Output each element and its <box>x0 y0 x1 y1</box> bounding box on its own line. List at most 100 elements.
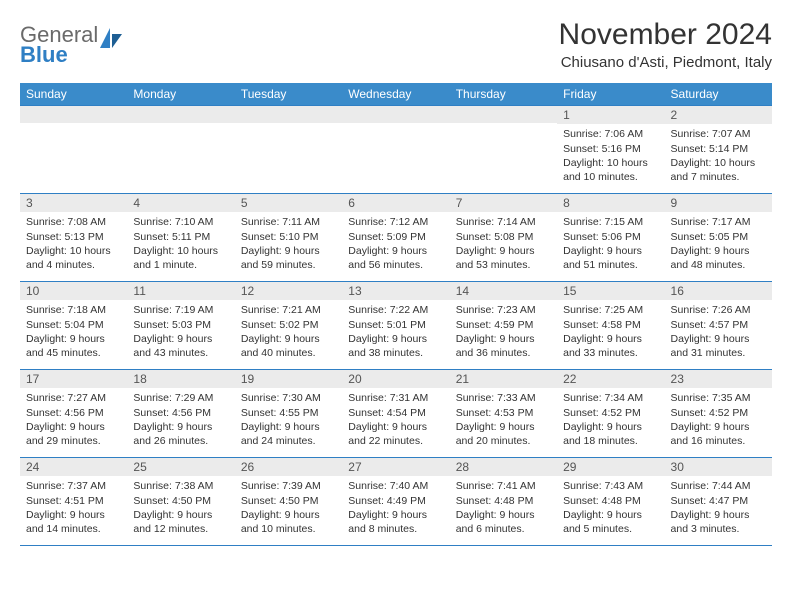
sunset: Sunset: 4:47 PM <box>671 494 766 508</box>
day-number: 11 <box>127 282 234 300</box>
daylight: Daylight: 9 hours and 20 minutes. <box>456 420 551 448</box>
day-data: Sunrise: 7:22 AMSunset: 5:01 PMDaylight:… <box>342 300 449 363</box>
sunrise: Sunrise: 7:06 AM <box>563 127 658 141</box>
calendar-day-cell: 18Sunrise: 7:29 AMSunset: 4:56 PMDayligh… <box>127 370 234 458</box>
day-number: 25 <box>127 458 234 476</box>
calendar-day-cell: 23Sunrise: 7:35 AMSunset: 4:52 PMDayligh… <box>665 370 772 458</box>
day-data: Sunrise: 7:27 AMSunset: 4:56 PMDaylight:… <box>20 388 127 451</box>
daylight: Daylight: 9 hours and 40 minutes. <box>241 332 336 360</box>
day-number <box>342 106 449 123</box>
sunset: Sunset: 4:54 PM <box>348 406 443 420</box>
daylight: Daylight: 9 hours and 18 minutes. <box>563 420 658 448</box>
calendar-day-cell <box>450 106 557 194</box>
sail-icon <box>98 26 124 57</box>
day-data: Sunrise: 7:37 AMSunset: 4:51 PMDaylight:… <box>20 476 127 539</box>
calendar-day-cell: 30Sunrise: 7:44 AMSunset: 4:47 PMDayligh… <box>665 458 772 546</box>
sunset: Sunset: 4:50 PM <box>133 494 228 508</box>
day-number: 3 <box>20 194 127 212</box>
calendar-day-cell: 6Sunrise: 7:12 AMSunset: 5:09 PMDaylight… <box>342 194 449 282</box>
sunset: Sunset: 4:48 PM <box>456 494 551 508</box>
brand-text: General Blue <box>20 24 98 66</box>
sunrise: Sunrise: 7:27 AM <box>26 391 121 405</box>
day-number: 13 <box>342 282 449 300</box>
month-title: November 2024 <box>559 18 772 52</box>
calendar-week-row: 3Sunrise: 7:08 AMSunset: 5:13 PMDaylight… <box>20 194 772 282</box>
calendar-day-cell: 28Sunrise: 7:41 AMSunset: 4:48 PMDayligh… <box>450 458 557 546</box>
calendar-day-cell <box>127 106 234 194</box>
sunrise: Sunrise: 7:33 AM <box>456 391 551 405</box>
calendar-day-cell: 12Sunrise: 7:21 AMSunset: 5:02 PMDayligh… <box>235 282 342 370</box>
weekday-header: Saturday <box>665 83 772 106</box>
calendar-day-cell <box>235 106 342 194</box>
day-number: 4 <box>127 194 234 212</box>
day-number: 9 <box>665 194 772 212</box>
sunrise: Sunrise: 7:21 AM <box>241 303 336 317</box>
calendar-day-cell: 27Sunrise: 7:40 AMSunset: 4:49 PMDayligh… <box>342 458 449 546</box>
sunset: Sunset: 4:56 PM <box>133 406 228 420</box>
day-number: 29 <box>557 458 664 476</box>
daylight: Daylight: 9 hours and 12 minutes. <box>133 508 228 536</box>
daylight: Daylight: 9 hours and 8 minutes. <box>348 508 443 536</box>
calendar-day-cell: 24Sunrise: 7:37 AMSunset: 4:51 PMDayligh… <box>20 458 127 546</box>
day-number: 16 <box>665 282 772 300</box>
day-data: Sunrise: 7:40 AMSunset: 4:49 PMDaylight:… <box>342 476 449 539</box>
daylight: Daylight: 9 hours and 5 minutes. <box>563 508 658 536</box>
day-data: Sunrise: 7:26 AMSunset: 4:57 PMDaylight:… <box>665 300 772 363</box>
sunset: Sunset: 5:04 PM <box>26 318 121 332</box>
daylight: Daylight: 9 hours and 53 minutes. <box>456 244 551 272</box>
daylight: Daylight: 10 hours and 1 minute. <box>133 244 228 272</box>
calendar-week-row: 24Sunrise: 7:37 AMSunset: 4:51 PMDayligh… <box>20 458 772 546</box>
title-block: November 2024 Chiusano d'Asti, Piedmont,… <box>559 18 772 71</box>
day-number: 5 <box>235 194 342 212</box>
day-number: 23 <box>665 370 772 388</box>
day-data: Sunrise: 7:08 AMSunset: 5:13 PMDaylight:… <box>20 212 127 275</box>
day-data: Sunrise: 7:34 AMSunset: 4:52 PMDaylight:… <box>557 388 664 451</box>
calendar-day-cell: 14Sunrise: 7:23 AMSunset: 4:59 PMDayligh… <box>450 282 557 370</box>
day-number: 28 <box>450 458 557 476</box>
calendar-table: Sunday Monday Tuesday Wednesday Thursday… <box>20 83 772 546</box>
calendar-day-cell: 10Sunrise: 7:18 AMSunset: 5:04 PMDayligh… <box>20 282 127 370</box>
sunrise: Sunrise: 7:12 AM <box>348 215 443 229</box>
day-data: Sunrise: 7:14 AMSunset: 5:08 PMDaylight:… <box>450 212 557 275</box>
day-data: Sunrise: 7:12 AMSunset: 5:09 PMDaylight:… <box>342 212 449 275</box>
day-number: 14 <box>450 282 557 300</box>
day-number: 21 <box>450 370 557 388</box>
calendar-day-cell <box>20 106 127 194</box>
daylight: Daylight: 9 hours and 3 minutes. <box>671 508 766 536</box>
sunset: Sunset: 4:56 PM <box>26 406 121 420</box>
daylight: Daylight: 9 hours and 33 minutes. <box>563 332 658 360</box>
calendar-day-cell: 25Sunrise: 7:38 AMSunset: 4:50 PMDayligh… <box>127 458 234 546</box>
daylight: Daylight: 9 hours and 45 minutes. <box>26 332 121 360</box>
calendar-day-cell: 5Sunrise: 7:11 AMSunset: 5:10 PMDaylight… <box>235 194 342 282</box>
brand-logo: General Blue <box>20 18 124 66</box>
day-number: 26 <box>235 458 342 476</box>
daylight: Daylight: 9 hours and 22 minutes. <box>348 420 443 448</box>
sunset: Sunset: 4:49 PM <box>348 494 443 508</box>
day-number: 27 <box>342 458 449 476</box>
day-data: Sunrise: 7:06 AMSunset: 5:16 PMDaylight:… <box>557 124 664 187</box>
daylight: Daylight: 9 hours and 24 minutes. <box>241 420 336 448</box>
daylight: Daylight: 9 hours and 38 minutes. <box>348 332 443 360</box>
day-data: Sunrise: 7:17 AMSunset: 5:05 PMDaylight:… <box>665 212 772 275</box>
day-data: Sunrise: 7:10 AMSunset: 5:11 PMDaylight:… <box>127 212 234 275</box>
sunrise: Sunrise: 7:14 AM <box>456 215 551 229</box>
weekday-header: Wednesday <box>342 83 449 106</box>
calendar-day-cell <box>342 106 449 194</box>
sunrise: Sunrise: 7:39 AM <box>241 479 336 493</box>
daylight: Daylight: 9 hours and 26 minutes. <box>133 420 228 448</box>
calendar-day-cell: 20Sunrise: 7:31 AMSunset: 4:54 PMDayligh… <box>342 370 449 458</box>
sunset: Sunset: 5:09 PM <box>348 230 443 244</box>
day-number: 7 <box>450 194 557 212</box>
day-data: Sunrise: 7:44 AMSunset: 4:47 PMDaylight:… <box>665 476 772 539</box>
sunrise: Sunrise: 7:22 AM <box>348 303 443 317</box>
sunset: Sunset: 4:58 PM <box>563 318 658 332</box>
day-data: Sunrise: 7:25 AMSunset: 4:58 PMDaylight:… <box>557 300 664 363</box>
sunrise: Sunrise: 7:26 AM <box>671 303 766 317</box>
day-data: Sunrise: 7:07 AMSunset: 5:14 PMDaylight:… <box>665 124 772 187</box>
day-number: 22 <box>557 370 664 388</box>
sunrise: Sunrise: 7:17 AM <box>671 215 766 229</box>
sunrise: Sunrise: 7:37 AM <box>26 479 121 493</box>
calendar-day-cell: 29Sunrise: 7:43 AMSunset: 4:48 PMDayligh… <box>557 458 664 546</box>
weekday-header: Friday <box>557 83 664 106</box>
day-number: 18 <box>127 370 234 388</box>
